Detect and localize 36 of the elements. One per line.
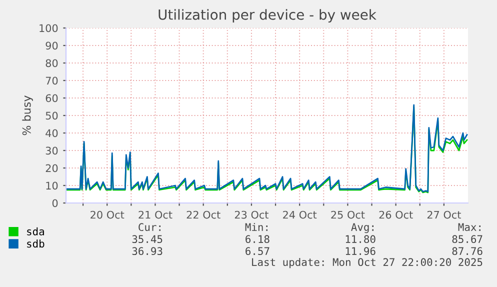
x-tick-label: 26 Oct (379, 210, 413, 219)
y-tick-label: 10 (46, 182, 58, 190)
x-tick-label: 20 Oct (90, 210, 124, 219)
x-tick-label: 24 Oct (283, 210, 317, 219)
text: 87.76 (452, 247, 482, 256)
y-tick-label: 40 (46, 129, 58, 138)
x-tick-label: 25 Oct (331, 210, 365, 219)
y-tick-label: 0 (52, 199, 58, 208)
x-tick-label: 22 Oct (186, 210, 220, 219)
text: 85.67 (452, 235, 482, 244)
text: Avg: (351, 223, 374, 234)
y-tick-label: 50 (46, 112, 58, 120)
y-tick-label: 30 (46, 146, 58, 155)
text: 36.93 (132, 247, 162, 256)
y-tick-label: 70 (46, 76, 58, 85)
y-tick-label: 60 (46, 94, 58, 102)
text: 6.57 (246, 247, 270, 256)
y-tick-label: 90 (46, 42, 58, 50)
x-tick-label: 23 Oct (234, 210, 268, 219)
text: Last update: Mon Oct 27 22:00:20 2025 (252, 258, 482, 268)
text: 11.80 (346, 235, 376, 244)
y-tick-label: 80 (46, 59, 58, 68)
y-tick-label: 100 (40, 24, 58, 32)
legend-label: sda (27, 227, 44, 236)
y-axis-title: % busy (22, 96, 33, 136)
text: Min: (245, 222, 268, 231)
text: Max: (458, 223, 480, 232)
text: 6.18 (246, 235, 270, 244)
chart-title: Utilization per device - by week (158, 9, 376, 23)
text: 35.45 (132, 235, 162, 244)
x-tick-label: 21 Oct (138, 210, 172, 219)
text: Cur: (138, 223, 160, 232)
legend-label: sdb (27, 240, 44, 248)
y-tick-label: 20 (46, 164, 58, 172)
text: 11.96 (346, 247, 376, 256)
x-tick-label: 27 Oct (427, 210, 461, 219)
